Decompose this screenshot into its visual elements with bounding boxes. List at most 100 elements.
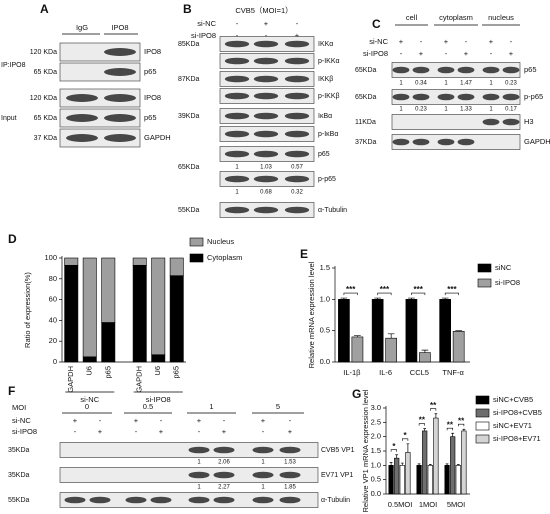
blot-band <box>502 118 520 126</box>
blot-band <box>279 471 301 479</box>
error-bar <box>441 297 449 300</box>
bar-segment <box>101 322 116 363</box>
treatment-mark: + <box>98 427 103 436</box>
band-label: GAPDH <box>144 133 171 142</box>
sig-label: ** <box>430 401 437 410</box>
sig-bracket <box>418 423 425 426</box>
blot-band <box>224 175 250 183</box>
legend-label: siNC+CVB5 <box>493 395 533 404</box>
blot-band <box>224 75 250 83</box>
sig-bracket <box>457 423 465 427</box>
quant-label: 0.23 <box>415 107 427 113</box>
blot-band <box>213 446 235 454</box>
blot-band <box>188 471 210 479</box>
band-label: α-Tubulin <box>321 497 350 504</box>
treatment-mark: - <box>74 427 77 436</box>
band-label: GAPDH <box>524 137 550 146</box>
size-label: 11KDa <box>355 119 376 126</box>
band-label: p-IκBα <box>318 131 338 138</box>
blot-band <box>224 112 250 120</box>
legend-label: si-IPO8+CVB5 <box>493 408 542 417</box>
group-label: IP:IPO8 <box>1 62 26 69</box>
treatment-mark: - <box>490 49 493 58</box>
y-tick-label: 0.5 <box>371 475 381 484</box>
blot-band <box>392 93 410 101</box>
blot-band <box>213 496 235 504</box>
x-tick-label: IL-6 <box>379 368 392 377</box>
treatment-mark: - <box>236 31 239 40</box>
blot-strip <box>391 134 521 150</box>
blot-band <box>412 66 430 74</box>
blot-strip <box>59 88 141 108</box>
error-bar <box>421 349 429 353</box>
error-bar <box>423 428 427 431</box>
y-tick-label: 2.5 <box>371 417 381 426</box>
quant-label: 1.85 <box>284 485 296 491</box>
blot-band <box>253 175 279 183</box>
treatment-label: si-NC <box>197 19 216 28</box>
blot-strip <box>59 128 141 148</box>
legend-swatch <box>475 434 490 444</box>
treatment-mark: + <box>288 427 293 436</box>
group-label: Input <box>1 115 17 122</box>
treatment-label: si-NC <box>12 416 31 425</box>
blot-band <box>279 446 301 454</box>
blot-band <box>104 68 136 76</box>
bar <box>427 465 433 495</box>
blot-strip <box>391 89 521 105</box>
band-label: IPO8 <box>144 93 161 102</box>
fraction-label: nucleus <box>488 13 514 22</box>
treatment-mark: - <box>265 31 268 40</box>
treatment-mark: + <box>264 19 269 28</box>
bar-segment <box>169 257 184 276</box>
treatment-mark: + <box>197 416 202 425</box>
sig-bracket <box>377 292 392 296</box>
x-tick-label: 5MOI <box>447 500 465 509</box>
sig-label: ** <box>419 416 426 425</box>
treatment-label: si-NC <box>369 37 388 46</box>
bar <box>405 452 411 495</box>
treatment-mark: + <box>134 416 139 425</box>
bar <box>399 465 405 495</box>
panel-label: C <box>372 17 381 31</box>
lane-label: IPO8 <box>111 23 128 32</box>
bar <box>455 465 461 495</box>
quant-label: 0.68 <box>260 190 272 196</box>
treatment-label: si-IPO8 <box>12 427 37 436</box>
blot-strip <box>59 108 141 128</box>
x-tick-label: GAPDH <box>66 366 75 393</box>
blot-band <box>457 93 475 101</box>
blot-band <box>253 130 279 138</box>
sig-label: ** <box>458 416 465 425</box>
quant-label: 2.06 <box>218 460 230 466</box>
y-tick-label: 0.5 <box>320 326 330 335</box>
error-bar <box>451 432 455 437</box>
quant-label: 1 <box>197 485 201 491</box>
error-bar <box>434 413 438 419</box>
y-tick-label: 40 <box>49 315 57 324</box>
size-label: 55KDa <box>8 497 30 504</box>
x-tick-label: CCL5 <box>410 368 429 377</box>
treatment-mark: - <box>99 416 102 425</box>
panel-label: B <box>183 2 192 16</box>
bar <box>452 330 465 363</box>
legend-swatch <box>475 408 490 418</box>
band-label: p65 <box>524 65 537 74</box>
size-label: 35KDa <box>8 472 30 479</box>
legend-label: si-IPO8+EV71 <box>493 434 541 443</box>
blot-strip <box>391 62 521 78</box>
band-label: IκBα <box>318 113 332 120</box>
sig-label: *** <box>380 285 390 294</box>
x-tick-label: p65 <box>103 366 112 379</box>
quant-label: 0.23 <box>505 81 517 87</box>
blot-band <box>284 150 310 158</box>
sig-bracket <box>411 292 426 296</box>
treatment-mark: + <box>489 37 494 46</box>
blot-band <box>437 138 455 146</box>
quant-label: 1 <box>489 107 493 113</box>
band-label: p65 <box>144 113 157 122</box>
bar <box>388 465 394 495</box>
sig-label: * <box>404 431 408 440</box>
treatment-mark: - <box>445 49 448 58</box>
group-label: si-NC <box>80 395 99 404</box>
